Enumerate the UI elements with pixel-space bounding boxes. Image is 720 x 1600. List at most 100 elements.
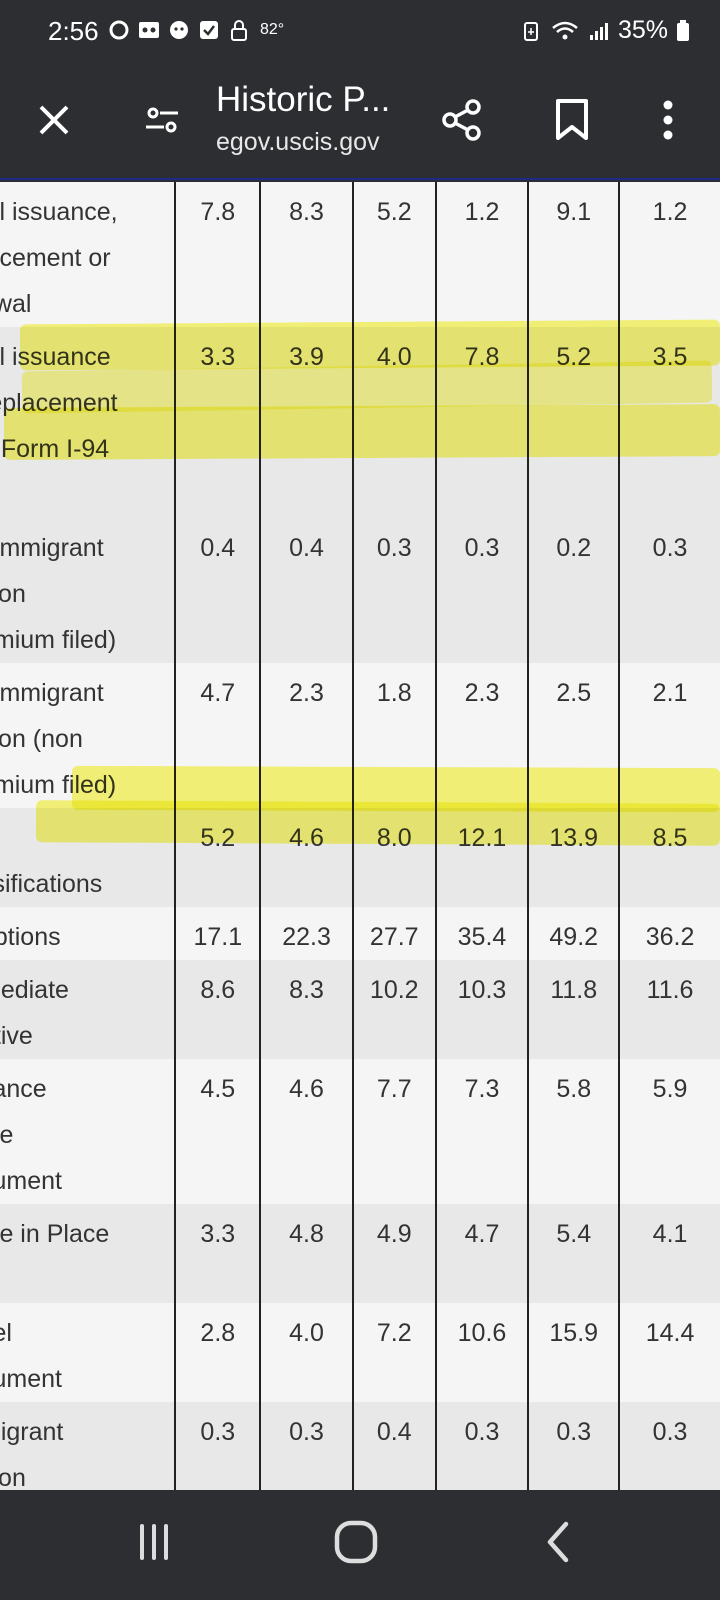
table-cell: 7.3 bbox=[435, 1059, 530, 1204]
row-label: nimmigrant ition emium filed) bbox=[0, 518, 177, 663]
status-temperature: 82° bbox=[260, 21, 285, 38]
table-cell: 7.8 bbox=[175, 182, 262, 327]
table-cell: 10.6 bbox=[435, 1303, 530, 1402]
status-time: 2:56 bbox=[48, 16, 99, 46]
row-label-line: ition bbox=[0, 580, 26, 608]
table-cell: 4.8 bbox=[260, 1204, 354, 1303]
table-cell: 0.3 bbox=[435, 1402, 530, 1490]
table-row: ial issuance,lacement orewal7.88.35.21.2… bbox=[0, 182, 720, 327]
table-cell: 10.2 bbox=[352, 960, 437, 1059]
row-label: ial issuance, lacement or ewal bbox=[0, 182, 177, 327]
table-cell: 7.2 bbox=[352, 1303, 437, 1402]
battery-percent: 35% bbox=[617, 16, 668, 44]
row-label-line: ole in Place bbox=[0, 1220, 110, 1248]
table-cell: 0.3 bbox=[435, 518, 530, 663]
row-label-line: cument bbox=[0, 1167, 62, 1195]
battery-saver-icon bbox=[523, 21, 538, 41]
table-cell: 35.4 bbox=[435, 907, 530, 960]
row-label: options bbox=[0, 907, 177, 960]
share-button[interactable] bbox=[436, 94, 488, 146]
row-label-line: nimmigrant bbox=[0, 679, 104, 707]
web-content[interactable]: ial issuance, lacement or ewal 7.8 8.3 5.21.2… bbox=[0, 182, 720, 1490]
status-icons-left: 82° bbox=[108, 19, 284, 41]
table-cell: 22.3 bbox=[260, 907, 354, 960]
more-options-button[interactable] bbox=[642, 94, 694, 146]
wifi-icon bbox=[552, 21, 578, 39]
table-cell: 8.6 bbox=[175, 960, 262, 1059]
table-cell: 4.1 bbox=[619, 1204, 720, 1303]
close-icon bbox=[39, 105, 69, 135]
table-cell: 0.4 bbox=[352, 1402, 437, 1490]
table-cell: 5.9 bbox=[619, 1059, 720, 1204]
row-label-line: cument bbox=[0, 1365, 62, 1393]
row-label-line: mediate bbox=[0, 976, 69, 1004]
row-label-line: nimmigrant bbox=[0, 534, 104, 562]
recent-apps-button[interactable] bbox=[124, 1512, 184, 1572]
table-cell: 0.3 bbox=[619, 518, 720, 663]
tune-icon bbox=[146, 107, 178, 133]
row-label: migrantitionemium filed) bbox=[0, 1402, 177, 1490]
row-label-line: ial issuance, bbox=[0, 198, 118, 226]
row-label-line: ssifications bbox=[0, 870, 103, 898]
table-cell: 14.4 bbox=[619, 1303, 720, 1402]
table-row: vel cument 2.84.07.210.615.914.4 bbox=[0, 1303, 720, 1402]
highlight-stroke bbox=[3, 404, 720, 460]
back-button[interactable] bbox=[528, 1512, 588, 1572]
table-cell: 11.8 bbox=[528, 960, 621, 1059]
site-settings-button[interactable] bbox=[136, 94, 188, 146]
row-label-line bbox=[0, 1257, 173, 1303]
table-cell: 1.2 bbox=[435, 182, 530, 327]
table-cell: 5.2 bbox=[352, 182, 437, 327]
close-button[interactable] bbox=[28, 94, 80, 146]
row-label-line: emium filed) bbox=[0, 626, 117, 654]
checkbox-icon bbox=[200, 21, 218, 39]
table-cell: 8.3 bbox=[260, 960, 354, 1059]
sync-icon bbox=[109, 20, 129, 40]
row-label-line: ative bbox=[0, 1022, 33, 1050]
row-label-line: ition bbox=[0, 1464, 26, 1490]
row-label-line: ole bbox=[0, 1121, 14, 1149]
navigation-bar bbox=[0, 1490, 720, 1600]
row-label-line bbox=[0, 472, 173, 518]
table-cell: 0.3 bbox=[619, 1402, 720, 1490]
table-cell: 3.3 bbox=[175, 1204, 262, 1303]
bookmark-button[interactable] bbox=[546, 94, 598, 146]
signal-icon bbox=[589, 22, 608, 40]
table-cell: 4.0 bbox=[260, 1303, 354, 1402]
page-url[interactable]: egov.uscis.gov bbox=[216, 128, 380, 156]
home-icon bbox=[334, 1520, 378, 1564]
table-cell: 0.4 bbox=[175, 518, 262, 663]
table-cell: 15.9 bbox=[528, 1303, 621, 1402]
lock-icon bbox=[231, 20, 247, 41]
row-label: vel cument bbox=[0, 1303, 177, 1402]
row-label-line: ewal bbox=[0, 290, 32, 318]
table-cell: 17.1 bbox=[175, 907, 262, 960]
table-cell: 0.2 bbox=[528, 518, 621, 663]
gamepad-icon bbox=[170, 21, 188, 39]
status-icons-right: 35% bbox=[520, 16, 690, 45]
table-cell: 5.8 bbox=[528, 1059, 621, 1204]
table-cell: 27.7 bbox=[352, 907, 437, 960]
page-title[interactable]: Historic P... bbox=[216, 80, 391, 119]
row-label-line: vel bbox=[0, 1319, 12, 1347]
table-cell: 11.6 bbox=[619, 960, 720, 1059]
voicemail-icon bbox=[139, 22, 159, 38]
home-button[interactable] bbox=[326, 1512, 386, 1572]
table-cell: 9.1 bbox=[528, 182, 621, 327]
table-cell: 0.3 bbox=[528, 1402, 621, 1490]
table-cell: 0.3 bbox=[352, 518, 437, 663]
highlight-stroke bbox=[35, 800, 720, 846]
recent-apps-icon bbox=[140, 1524, 168, 1560]
table-cell: 4.5 bbox=[175, 1059, 262, 1204]
table-cell: 36.2 bbox=[619, 907, 720, 960]
table-cell: 10.3 bbox=[435, 960, 530, 1059]
table-row: nimmigrantitionemium filed)0.40.40.30.30… bbox=[0, 518, 720, 663]
table-cell: 0.3 bbox=[260, 1402, 354, 1490]
back-icon bbox=[547, 1521, 569, 1563]
table-row: ole in Place 3.34.84.94.75.44.1 bbox=[0, 1204, 720, 1303]
table-cell: 7.7 bbox=[352, 1059, 437, 1204]
row-label-line: lacement or bbox=[0, 244, 111, 272]
share-icon bbox=[442, 99, 481, 141]
table-cell: 0.4 bbox=[260, 518, 354, 663]
table-cell: 4.6 bbox=[260, 1059, 354, 1204]
